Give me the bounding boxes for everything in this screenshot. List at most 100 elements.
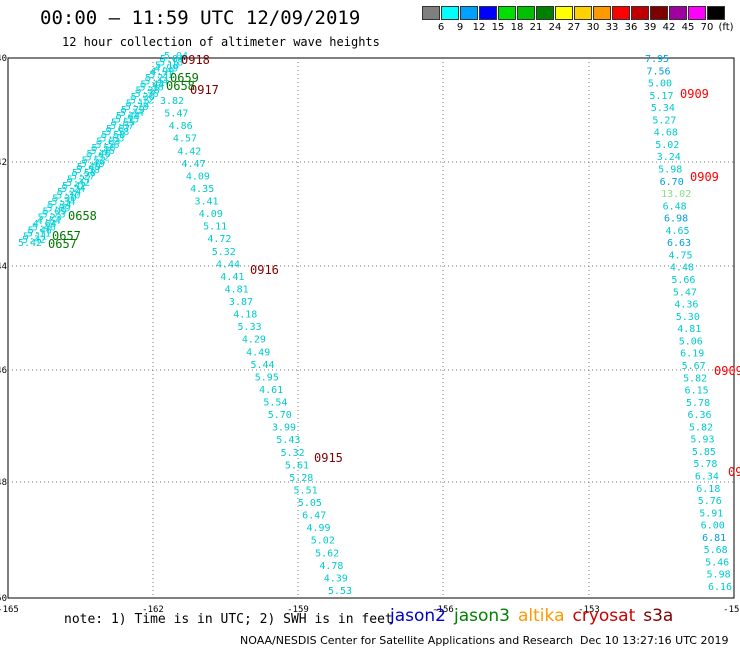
legend-swatch: [517, 6, 535, 20]
wave-height-value: 5.33: [238, 322, 262, 333]
legend-swatch: [536, 6, 554, 20]
legend-scale-label: 12: [472, 22, 486, 33]
wave-height-value: 5.91: [699, 508, 723, 519]
latitude-label: -48: [0, 478, 7, 488]
legend-scale-label: 24: [548, 22, 562, 33]
wave-height-value: 5.49: [77, 162, 101, 173]
wave-height-value: 3.41: [194, 197, 218, 208]
longitude-label: -156: [432, 605, 454, 615]
pass-time-label: 0658: [68, 209, 97, 223]
wave-height-value: 5.42: [18, 238, 42, 249]
pass-time-label: 0909: [714, 364, 740, 378]
wave-height-value: 5.98: [707, 570, 731, 581]
wave-height-value: 5.52: [82, 156, 106, 167]
legend-swatch: [574, 6, 592, 20]
wave-height-value: 5.11: [27, 229, 51, 240]
pass-time-label: 0657: [48, 237, 77, 251]
wave-height-value: 5.32: [281, 448, 305, 459]
latitude-label: -44: [0, 262, 7, 272]
wave-height-value: 5.43: [276, 435, 300, 446]
wave-height-value: 5.12: [126, 98, 150, 109]
wave-height-value: 5.42: [66, 178, 90, 189]
wave-height-value: 5.30: [56, 191, 80, 202]
wave-height-value: 5.55: [115, 114, 139, 125]
wave-height-value: 5.44: [250, 360, 274, 371]
wave-height-value: 4.18: [233, 310, 257, 321]
wave-height-value: 4.99: [150, 67, 174, 78]
map-frame: [7, 57, 735, 599]
legend-swatch: [631, 6, 649, 20]
wave-height-value: 4.47: [182, 159, 206, 170]
note-text: note: 1) Time is in UTC; 2) SWH is in fe…: [64, 612, 393, 627]
wave-height-value: 5.38: [136, 86, 160, 97]
wave-height-value: 5.32: [212, 247, 236, 258]
legend-swatch: [707, 6, 725, 20]
legend-scale-label: 39: [643, 22, 657, 33]
pass-time-label: 0658: [166, 79, 195, 93]
legend-scale-label: 27: [567, 22, 581, 33]
wave-height-value: 5.56: [95, 140, 119, 151]
wave-height-value: 6.70: [660, 177, 684, 188]
wave-height-value: 5.09: [42, 206, 66, 217]
wave-height-value: 5.12: [130, 95, 154, 106]
longitude-label: -162: [142, 605, 164, 615]
wave-height-value: 5.58: [76, 165, 100, 176]
legend-swatch: [479, 6, 497, 20]
wave-height-value: 4.61: [259, 385, 283, 396]
wave-height-value: 5.21: [149, 70, 173, 81]
satellite-label-jason3: jason3: [454, 606, 510, 626]
wave-height-value: 4.78: [319, 561, 343, 572]
wave-height-value: 5.27: [71, 172, 95, 183]
wave-height-value: 5.17: [649, 91, 673, 102]
wave-height-value: 5.79: [125, 102, 149, 113]
wave-height-value: 5.23: [42, 210, 66, 221]
wave-height-value: 5.24: [57, 187, 81, 198]
wave-height-value: 5.34: [51, 197, 75, 208]
wave-height-value: 13.02: [661, 189, 691, 200]
legend-scale-label: 33: [605, 22, 619, 33]
legend-swatch: [441, 6, 459, 20]
wave-height-value: 4.42: [177, 146, 201, 157]
longitude-label: -159: [287, 605, 309, 615]
wave-height-value: 5.98: [658, 165, 682, 176]
wave-height-value: 5.67: [682, 361, 706, 372]
wave-height-value: 5.02: [311, 536, 335, 547]
pass-time-label: 0909: [680, 87, 709, 101]
wave-height-value: 6.47: [302, 511, 326, 522]
wave-height-value: 4.72: [207, 234, 231, 245]
pass-time-label: 0918: [181, 53, 210, 67]
longitude-label: -153: [578, 605, 600, 615]
wave-height-value: 4.09: [186, 171, 210, 182]
wave-height-value: 5.82: [683, 373, 707, 384]
pass-time-label: 09: [728, 465, 740, 479]
wave-height-value: 5.18: [159, 57, 183, 68]
legend-swatch: [650, 6, 668, 20]
wave-height-value: 5.93: [690, 435, 714, 446]
legend-swatch: [688, 6, 706, 20]
wave-height-value: 5.28: [289, 473, 313, 484]
wave-height-value: 5.66: [671, 275, 695, 286]
page-title: 00:00 – 11:59 UTC 12/09/2019: [40, 7, 361, 29]
satellite-label-altika: altika: [518, 606, 565, 626]
wave-height-value: 4.49: [246, 347, 270, 358]
pass-time-label: 0659: [170, 71, 199, 85]
satellite-label-cryosat: cryosat: [572, 606, 636, 626]
wave-height-value: 4.81: [225, 284, 249, 295]
longitude-label: -150: [723, 605, 740, 615]
wave-height-value: 5.42: [62, 181, 86, 192]
wave-height-value: 5.30: [676, 312, 700, 323]
wave-height-value: 4.44: [216, 259, 240, 270]
wave-height-value: 4.65: [666, 226, 690, 237]
wave-height-value: 6.15: [685, 386, 709, 397]
wave-height-value: 5.44: [140, 79, 164, 90]
wave-height-value: 5.44: [116, 111, 140, 122]
wave-height-value: 5.05: [298, 498, 322, 509]
wave-height-value: 5.42: [22, 235, 46, 246]
satellite-legend: jason2 jason3 altika cryosat s3a: [390, 606, 681, 626]
legend-swatch: [555, 6, 573, 20]
legend-scale-label: 70: [700, 22, 714, 33]
wave-height-value: 5.46: [91, 146, 115, 157]
wave-height-value: 5.47: [164, 109, 188, 120]
wave-height-value: 5.61: [285, 460, 309, 471]
